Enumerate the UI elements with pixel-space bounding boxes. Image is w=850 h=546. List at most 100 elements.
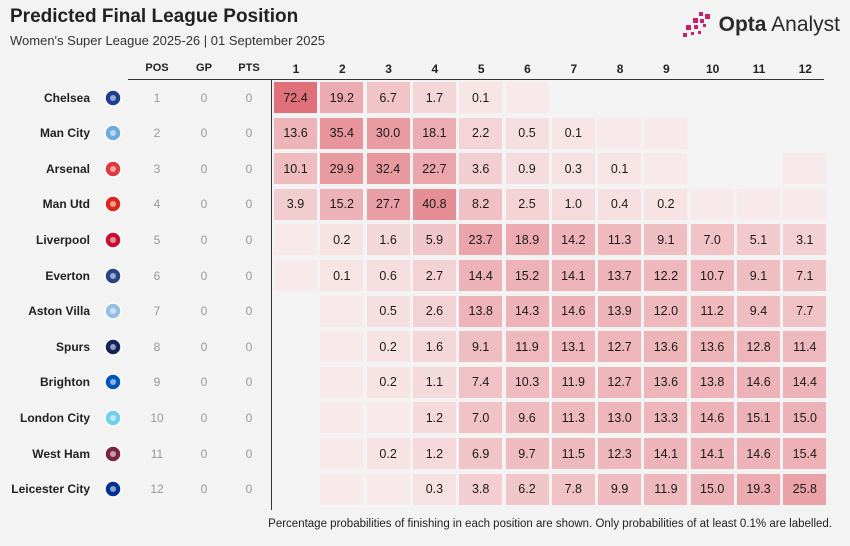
heatmap-cell: 13.6 <box>690 331 734 363</box>
heatmap-cell: 9.6 <box>505 402 549 434</box>
heatmap-cell: 2.7 <box>412 260 456 291</box>
heatmap-cell: 12.7 <box>598 366 642 398</box>
heatmap-cell: 0.4 <box>598 188 642 220</box>
heatmap-cell: 18.9 <box>505 224 549 256</box>
position-header-3: 3 <box>385 62 392 76</box>
heatmap-cell: 0.2 <box>366 366 410 398</box>
heatmap-cell: 3.1 <box>783 224 827 256</box>
heatmap-cell <box>320 473 364 505</box>
heatmap-cell: 27.7 <box>366 188 410 220</box>
heatmap-cell: 13.3 <box>644 402 688 434</box>
team-pos: 11 <box>150 446 164 461</box>
heatmap-cell: 12.3 <box>598 438 642 469</box>
heatmap-cell <box>737 188 780 220</box>
heatmap-cell: 15.0 <box>783 402 827 434</box>
heatmap-cell: 13.8 <box>459 295 503 327</box>
heatmap-cell: 7.4 <box>459 366 503 398</box>
team-gp: 0 <box>200 304 208 319</box>
team-gp: 0 <box>200 410 208 425</box>
heatmap-cell: 32.4 <box>366 153 410 185</box>
heatmap-cell: 19.2 <box>320 82 364 113</box>
heatmap-cell: 0.6 <box>366 260 410 291</box>
column-header-pos: POS <box>145 62 169 74</box>
heatmap-cell: 6.7 <box>366 82 410 113</box>
team-pts: 0 <box>245 161 253 176</box>
team-name: Arsenal <box>45 161 90 176</box>
heatmap-cell: 23.7 <box>459 224 503 256</box>
heatmap-cell: 13.6 <box>644 331 688 363</box>
team-name: Chelsea <box>43 90 90 105</box>
heatmap-cell: 1.6 <box>412 331 456 363</box>
heatmap-cell: 1.2 <box>412 438 456 469</box>
leicester-crest-icon <box>104 480 122 498</box>
chart-subtitle: Women's Super League 2025-26 | 01 Septem… <box>10 33 325 48</box>
team-pts: 0 <box>245 482 253 497</box>
heatmap-cell: 9.7 <box>505 438 549 469</box>
heatmap-cell: 13.8 <box>690 366 734 398</box>
heatmap-cell: 14.1 <box>644 438 688 469</box>
heatmap-cell: 1.7 <box>412 82 456 113</box>
chelsea-crest-icon <box>104 88 122 107</box>
position-header-6: 6 <box>524 62 531 76</box>
team-name: Man Utd <box>42 197 90 212</box>
everton-crest-icon <box>104 266 122 285</box>
heatmap-cell: 12.8 <box>737 331 780 363</box>
opta-analyst-logo: Opta Analyst <box>682 12 840 38</box>
heatmap-cell: 11.3 <box>551 402 595 434</box>
team-gp: 0 <box>200 90 208 105</box>
heatmap-cell: 10.7 <box>690 260 734 291</box>
chart-title: Predicted Final League Position <box>10 6 299 27</box>
heatmap-cell <box>274 260 317 291</box>
heatmap-cell: 13.6 <box>274 117 317 149</box>
team-pts: 0 <box>245 268 253 283</box>
brand-wordmark: Opta Analyst <box>718 13 840 36</box>
team-name: Everton <box>45 268 90 283</box>
position-header-9: 9 <box>663 62 670 76</box>
team-pos: 7 <box>153 304 161 319</box>
team-pos: 9 <box>153 375 161 390</box>
heatmap-cell: 9.1 <box>459 331 503 363</box>
position-header-5: 5 <box>477 62 485 76</box>
position-header-4: 4 <box>431 62 439 76</box>
heatmap-cell: 11.3 <box>598 224 642 256</box>
heatmap-cell: 8.2 <box>459 188 503 220</box>
heatmap-cell <box>690 188 734 220</box>
heatmap-cell <box>783 188 827 220</box>
heatmap-cell: 13.6 <box>644 366 688 398</box>
heatmap-cell: 9.4 <box>737 295 780 327</box>
position-header-11: 11 <box>752 62 766 76</box>
heatmap-cell: 0.1 <box>598 153 642 185</box>
heatmap-cell: 2.6 <box>412 295 456 327</box>
team-pts: 0 <box>245 304 253 319</box>
brighton-crest-icon <box>104 373 122 392</box>
heatmap-cell <box>644 117 688 149</box>
heatmap-cell <box>366 402 410 434</box>
heatmap-cell: 40.8 <box>412 188 456 220</box>
heatmap-cell: 15.4 <box>783 438 827 469</box>
heatmap-cell: 10.1 <box>274 153 317 185</box>
heatmap-cell: 0.3 <box>551 153 595 185</box>
opta-pixel-logo-icon <box>682 12 710 37</box>
team-gp: 0 <box>200 375 208 390</box>
heatmap-cell <box>598 117 642 149</box>
team-pts: 0 <box>245 446 253 461</box>
arsenal-crest-icon <box>104 159 122 178</box>
team-name: Spurs <box>55 339 90 354</box>
heatmap-cell: 14.6 <box>551 295 595 327</box>
team-pts: 0 <box>245 126 253 141</box>
heatmap-cell: 15.2 <box>320 188 364 220</box>
heatmap-cell: 9.1 <box>737 260 780 291</box>
team-name: Leicester City <box>11 482 90 497</box>
team-gp: 0 <box>200 126 208 141</box>
team-pts: 0 <box>245 339 253 354</box>
team-pos: 5 <box>153 232 161 247</box>
team-pts: 0 <box>245 232 253 247</box>
heatmap-cell: 0.5 <box>505 117 549 149</box>
heatmap-cell: 9.9 <box>598 473 642 505</box>
heatmap-cell: 9.1 <box>644 224 688 256</box>
heatmap-cell: 7.0 <box>690 224 734 256</box>
heatmap-cell: 11.4 <box>783 331 827 363</box>
column-header-gp: GP <box>196 62 212 74</box>
heatmap-cell: 14.4 <box>459 260 503 291</box>
heatmap-cell: 11.2 <box>690 295 734 327</box>
